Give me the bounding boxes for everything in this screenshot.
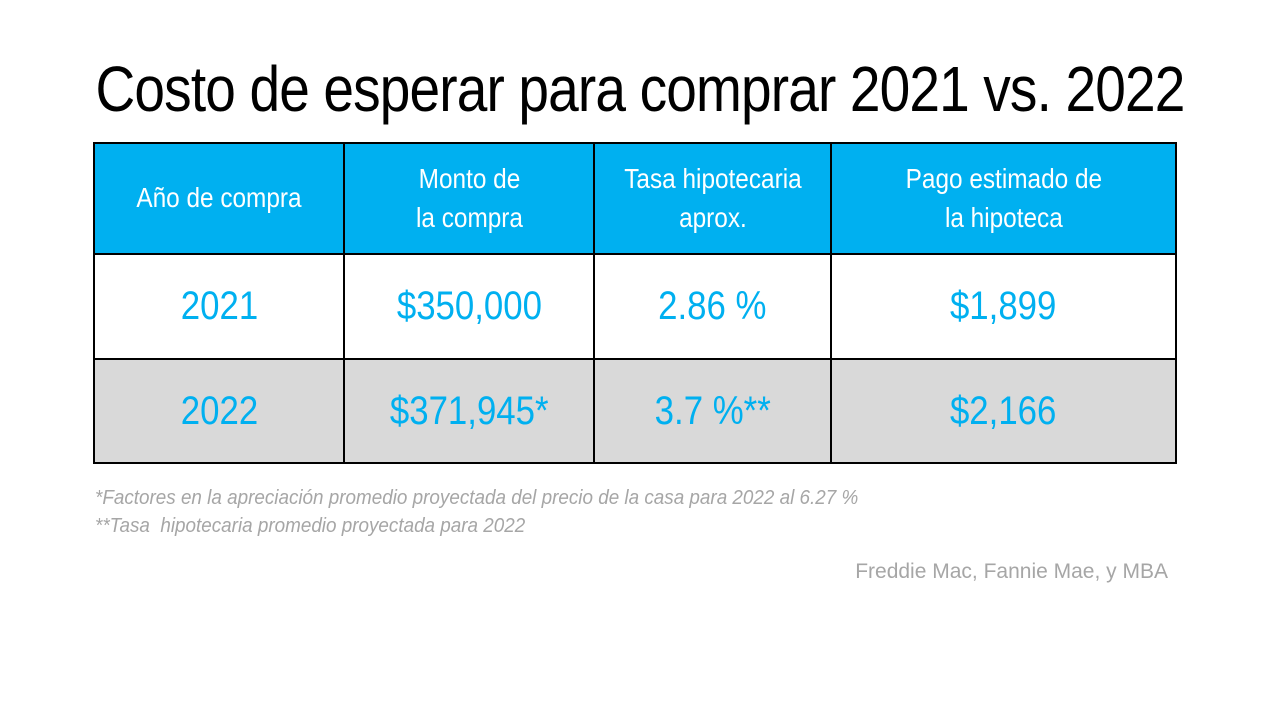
slide-title: Costo de esperar para comprar 2021 vs. 2… xyxy=(95,53,1186,125)
cell-amount-2021: $350,000 xyxy=(343,253,595,360)
header-label: Monto de la compra xyxy=(415,162,523,233)
footnotes: *Factores en la apreciación promedio pro… xyxy=(95,484,925,541)
table-header-row: Año de compra Monto de la compra Tasa hi… xyxy=(93,142,1177,255)
cell-value: 2.86 % xyxy=(658,284,767,328)
header-label: Pago estimado de la hipoteca xyxy=(905,162,1102,233)
cell-value: $350,000 xyxy=(396,284,542,328)
table-row-2022: 2022 $371,945* 3.7 %** $2,166 xyxy=(93,358,1177,464)
footnote-text: **Tasa hipotecaria promedio proyectada p… xyxy=(95,514,526,538)
header-label: Año de compra xyxy=(136,182,302,214)
cost-comparison-table: Año de compra Monto de la compra Tasa hi… xyxy=(93,142,1177,464)
cell-value: 2021 xyxy=(180,284,258,328)
cell-value: $1,899 xyxy=(950,284,1057,328)
cell-rate-2021: 2.86 % xyxy=(593,253,832,360)
cell-value: $2,166 xyxy=(950,388,1057,433)
cell-value: 3.7 %** xyxy=(654,388,771,433)
table-row-2021: 2021 $350,000 2.86 % $1,899 xyxy=(93,253,1177,360)
cell-rate-2022: 3.7 %** xyxy=(593,358,832,464)
header-cell-estimated-payment: Pago estimado de la hipoteca xyxy=(830,142,1177,255)
footnote-rate: **Tasa hipotecaria promedio proyectada p… xyxy=(95,512,925,540)
cell-value: $371,945* xyxy=(389,388,549,433)
cell-year-2021: 2021 xyxy=(93,253,345,360)
header-cell-mortgage-rate: Tasa hipotecaria aprox. xyxy=(593,142,832,255)
cell-value: 2022 xyxy=(180,388,258,433)
header-label: Tasa hipotecaria aprox. xyxy=(623,162,802,233)
source-attribution: Freddie Mac, Fannie Mae, y MBA xyxy=(855,560,1168,583)
cell-payment-2021: $1,899 xyxy=(830,253,1177,360)
cell-year-2022: 2022 xyxy=(93,358,345,464)
footnote-text: *Factores en la apreciación promedio pro… xyxy=(95,486,859,509)
cell-amount-2022: $371,945* xyxy=(343,358,595,464)
footnote-appreciation: *Factores en la apreciación promedio pro… xyxy=(95,484,925,512)
header-cell-purchase-amount: Monto de la compra xyxy=(343,142,595,255)
header-cell-purchase-year: Año de compra xyxy=(93,142,345,255)
cell-payment-2022: $2,166 xyxy=(830,358,1177,464)
